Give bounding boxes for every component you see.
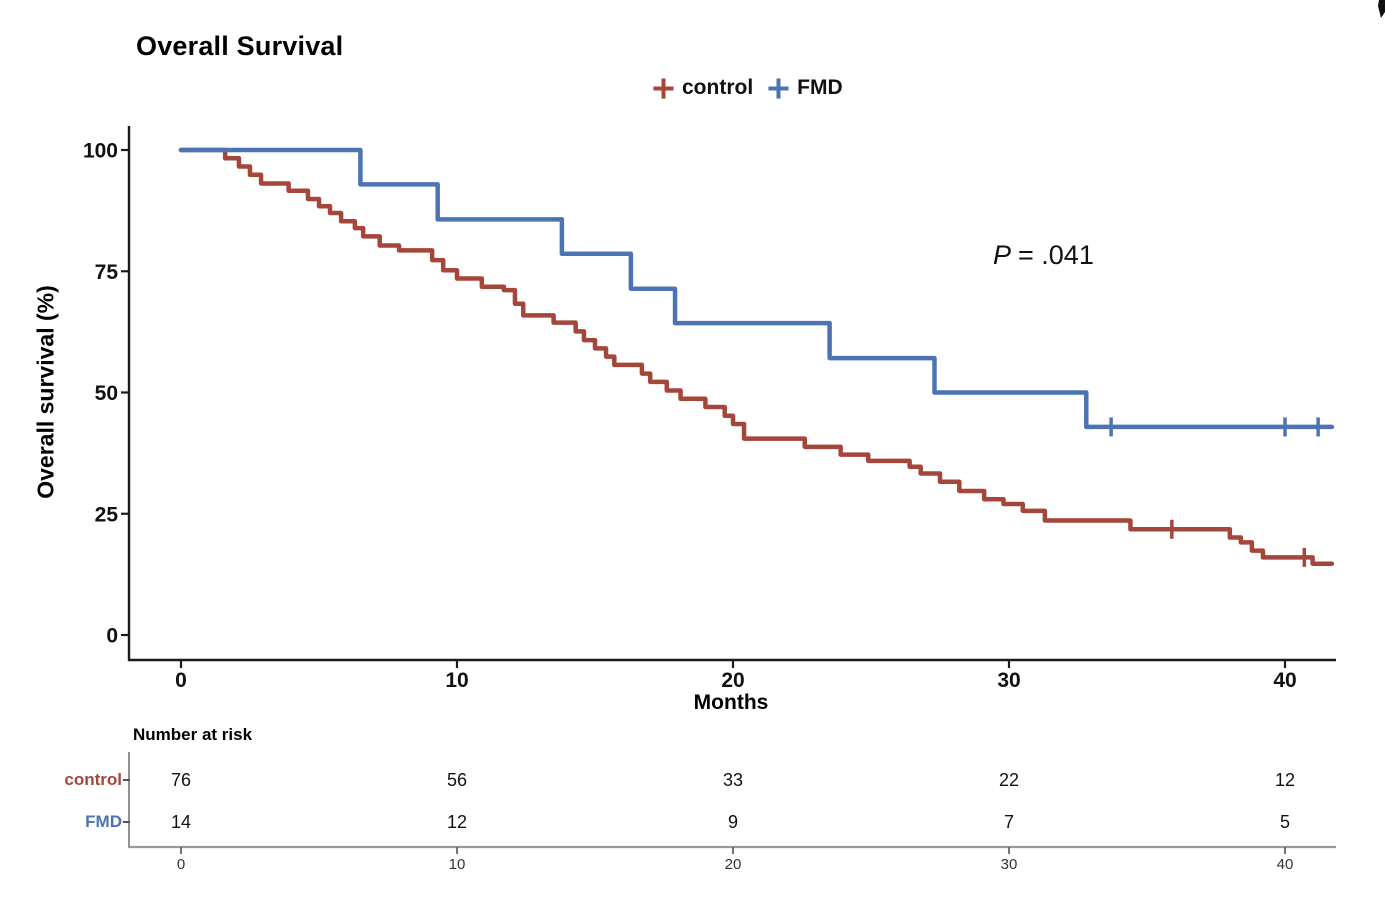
risk-row-label-fmd: FMD (85, 812, 122, 831)
risk-axis-label: 10 (449, 856, 466, 873)
legend-item-fmd: FMD (767, 76, 843, 100)
risk-value: 5 (1279, 812, 1290, 832)
legend-item-control: control (652, 76, 753, 100)
risk-value: 56 (446, 770, 468, 790)
risk-value: 76 (170, 770, 192, 790)
censor-plus-icon (768, 77, 789, 99)
x-tick-label: 30 (997, 669, 1020, 692)
risk-axis-label: 30 (1001, 856, 1018, 873)
x-tick-label: 40 (1273, 669, 1296, 692)
y-tick-label: 100 (83, 140, 118, 163)
p-value: = .041 (1018, 240, 1094, 270)
risk-value: 33 (722, 770, 744, 790)
survival-curve-control (178, 147, 1335, 566)
y-tick-label: 50 (95, 382, 118, 405)
chart-title: Overall Survival (136, 31, 344, 61)
y-tick-label: 25 (95, 503, 119, 526)
x-tick-label: 20 (721, 669, 744, 692)
survival-curve-FMD (178, 147, 1335, 430)
legend-label-fmd: FMD (797, 76, 843, 99)
risk-value: 12 (446, 812, 468, 832)
risk-axis-label: 20 (725, 856, 742, 873)
x-tick-label: 10 (445, 669, 468, 692)
risk-axis-label: 0 (177, 856, 185, 873)
risk-value: 7 (1003, 812, 1014, 832)
risk-value: 22 (998, 770, 1020, 790)
number-at-risk-title: Number at risk (133, 725, 253, 744)
p-value-annotation: P = .041 (993, 240, 1094, 271)
risk-value: 9 (727, 812, 738, 832)
risk-axis-label: 40 (1277, 856, 1294, 873)
risk-row-tick (123, 821, 130, 823)
y-tick-label: 0 (106, 625, 118, 648)
x-tick-label: 0 (175, 669, 187, 692)
legend-label-control: control (682, 76, 754, 99)
risk-value: 12 (1274, 770, 1296, 790)
legend: control FMD (652, 76, 843, 100)
y-tick-label: 75 (95, 261, 119, 284)
risk-value: 14 (170, 812, 192, 832)
p-symbol: P (993, 240, 1012, 270)
cropped-corner-glyph (1378, 0, 1385, 18)
x-axis-title: Months (693, 691, 769, 714)
risk-row-tick (123, 779, 130, 781)
censor-plus-icon (653, 77, 674, 99)
risk-row-label-control: control (64, 770, 122, 789)
